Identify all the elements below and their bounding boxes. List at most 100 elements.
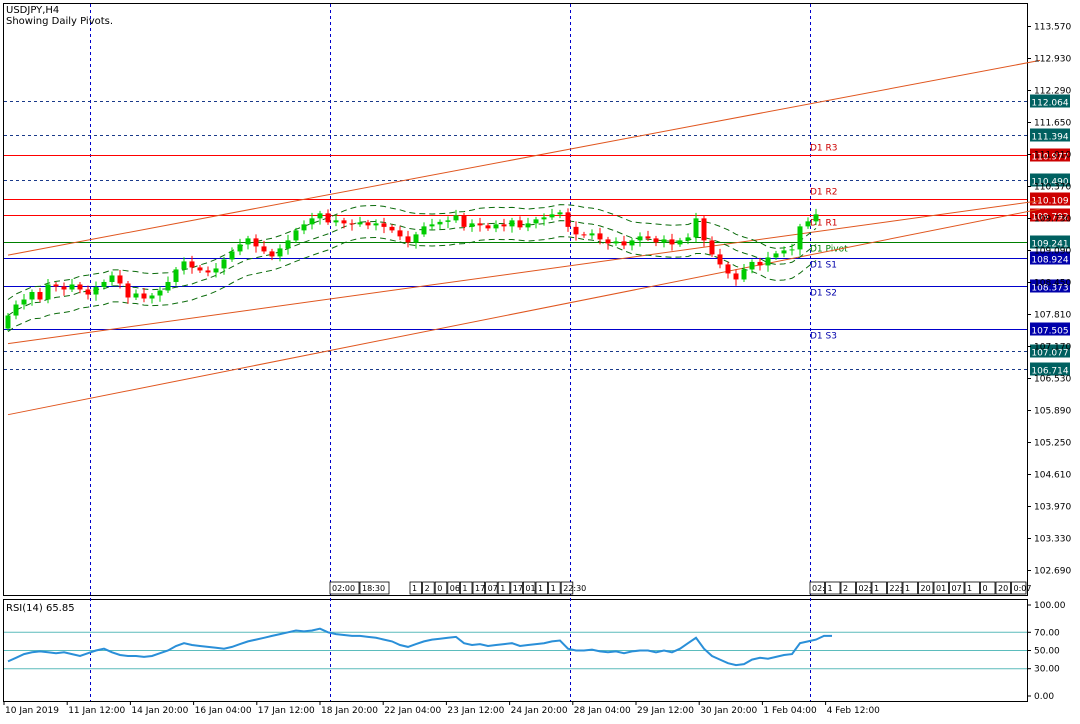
candle-bull: [13, 304, 19, 316]
candle-bear: [253, 238, 259, 247]
main-panel-frame: [3, 3, 1028, 596]
candle-bull: [813, 214, 819, 222]
chart-subtitle: Showing Daily Pivots.: [6, 16, 113, 27]
time-tick-label: 11 Jan 12:00: [68, 706, 125, 716]
candle-bear: [565, 212, 571, 227]
candle-bull: [21, 299, 27, 305]
candle-bull: [677, 240, 683, 245]
trendlines: [7, 59, 1041, 416]
candle-bull: [213, 268, 219, 273]
time-box-label: 22:30: [890, 584, 913, 593]
candle-bull: [157, 290, 163, 296]
candle-bull: [133, 293, 139, 298]
price-tick-label: 112.290: [1034, 87, 1071, 97]
band-upper: [7, 204, 817, 300]
time-box-label: 20: [921, 584, 931, 593]
time-box: [459, 581, 473, 595]
candle-bull: [805, 221, 811, 227]
time-box: [535, 581, 549, 595]
price-badge-label: 110.490: [1031, 178, 1068, 188]
price-tick-label: 111.010: [1034, 151, 1071, 161]
time-box-label: 0:07: [1014, 584, 1032, 593]
candle-bear: [717, 254, 723, 265]
price-badge-label: 111.394: [1031, 133, 1068, 143]
candle-bull: [749, 261, 755, 270]
candle-bull: [637, 236, 643, 241]
time-tick-label: 1 Feb 04:00: [763, 706, 817, 716]
candle-bull: [789, 249, 795, 251]
candle-bear: [485, 225, 491, 229]
candle-bull: [429, 224, 435, 227]
price-tick-label: 105.890: [1034, 407, 1071, 417]
candle-bull: [613, 241, 619, 244]
price-badge: [1030, 192, 1070, 206]
rsi-series-line: [7, 627, 832, 667]
time-tick-label: 10 Jan 2019: [5, 706, 59, 716]
trendline: [7, 59, 1041, 256]
candle-bear: [397, 230, 403, 237]
price-badge-label: 108.373: [1031, 284, 1068, 294]
price-axis: 113.570 112.930 112.290 111.650 111.010 110.3…: [1027, 23, 1071, 577]
time-box: [548, 581, 561, 595]
time-box-label: 1: [551, 584, 556, 593]
time-box: [359, 581, 390, 595]
candle-bear: [349, 223, 355, 225]
time-box-label: 2: [843, 584, 848, 593]
candle-bull: [413, 234, 419, 243]
time-box: [485, 581, 498, 595]
candle-bull: [453, 215, 459, 221]
candle-bear: [125, 283, 131, 298]
price-badge: [1030, 148, 1070, 162]
time-box: [434, 581, 448, 595]
candle-bull: [165, 281, 171, 291]
time-box: [964, 581, 980, 595]
candle-bull: [301, 224, 307, 231]
candle-bear: [709, 240, 715, 255]
chart-title: USDJPY,H4: [6, 5, 59, 16]
candle-bear: [653, 238, 659, 243]
candle-bull: [469, 223, 475, 227]
pivot-levels: 112.064 111.394 D1 R3 110.977 110.490 D1 R2 11…: [4, 94, 1070, 377]
time-box-label: 17:: [513, 584, 526, 593]
candle-bear: [477, 223, 483, 226]
time-tick-label: 30 Jan 20:00: [700, 706, 757, 716]
time-box-label: 1: [412, 584, 417, 593]
time-box: [329, 581, 360, 595]
candle-bear: [757, 261, 763, 266]
candle-bear: [189, 261, 195, 268]
candle-bear: [61, 286, 67, 290]
price-tick-label: 111.650: [1034, 119, 1071, 129]
candle-bear: [733, 273, 739, 280]
price-tick-label: 102.690: [1034, 567, 1071, 577]
time-box-label: 1: [828, 584, 833, 593]
time-box-label: 1: [462, 584, 467, 593]
price-badge-label: 112.064: [1031, 99, 1068, 109]
level-name-label: D1 S2: [810, 289, 837, 299]
candle-bull: [509, 220, 515, 227]
time-box-label: 07:: [488, 584, 501, 593]
time-box-label: 1: [967, 584, 972, 593]
candle-bull: [629, 240, 635, 246]
candle-bull: [101, 281, 107, 287]
time-box-label: 02:30: [859, 584, 882, 593]
price-badge: [1030, 235, 1070, 249]
price-badge-label: 109.792: [1031, 213, 1068, 223]
candle-bull: [797, 226, 803, 250]
price-tick-label: 107.810: [1034, 311, 1071, 321]
time-box-label: 22:30: [563, 584, 586, 593]
band-lower: [7, 236, 817, 333]
time-box: [472, 581, 486, 595]
price-tick-label: 103.330: [1034, 535, 1071, 545]
candle-bear: [605, 239, 611, 244]
time-box-label: 1: [905, 584, 910, 593]
rsi-tick-label: 70.00: [1034, 628, 1060, 638]
time-box: [809, 581, 825, 595]
time-box: [447, 581, 460, 595]
candle-bull: [109, 275, 115, 282]
price-tick-label: 104.610: [1034, 471, 1071, 481]
price-tick-label: 103.970: [1034, 503, 1071, 513]
time-box: [523, 581, 536, 595]
price-badge: [1030, 344, 1070, 358]
candle-bull: [533, 219, 539, 224]
candle-bull: [661, 239, 667, 243]
